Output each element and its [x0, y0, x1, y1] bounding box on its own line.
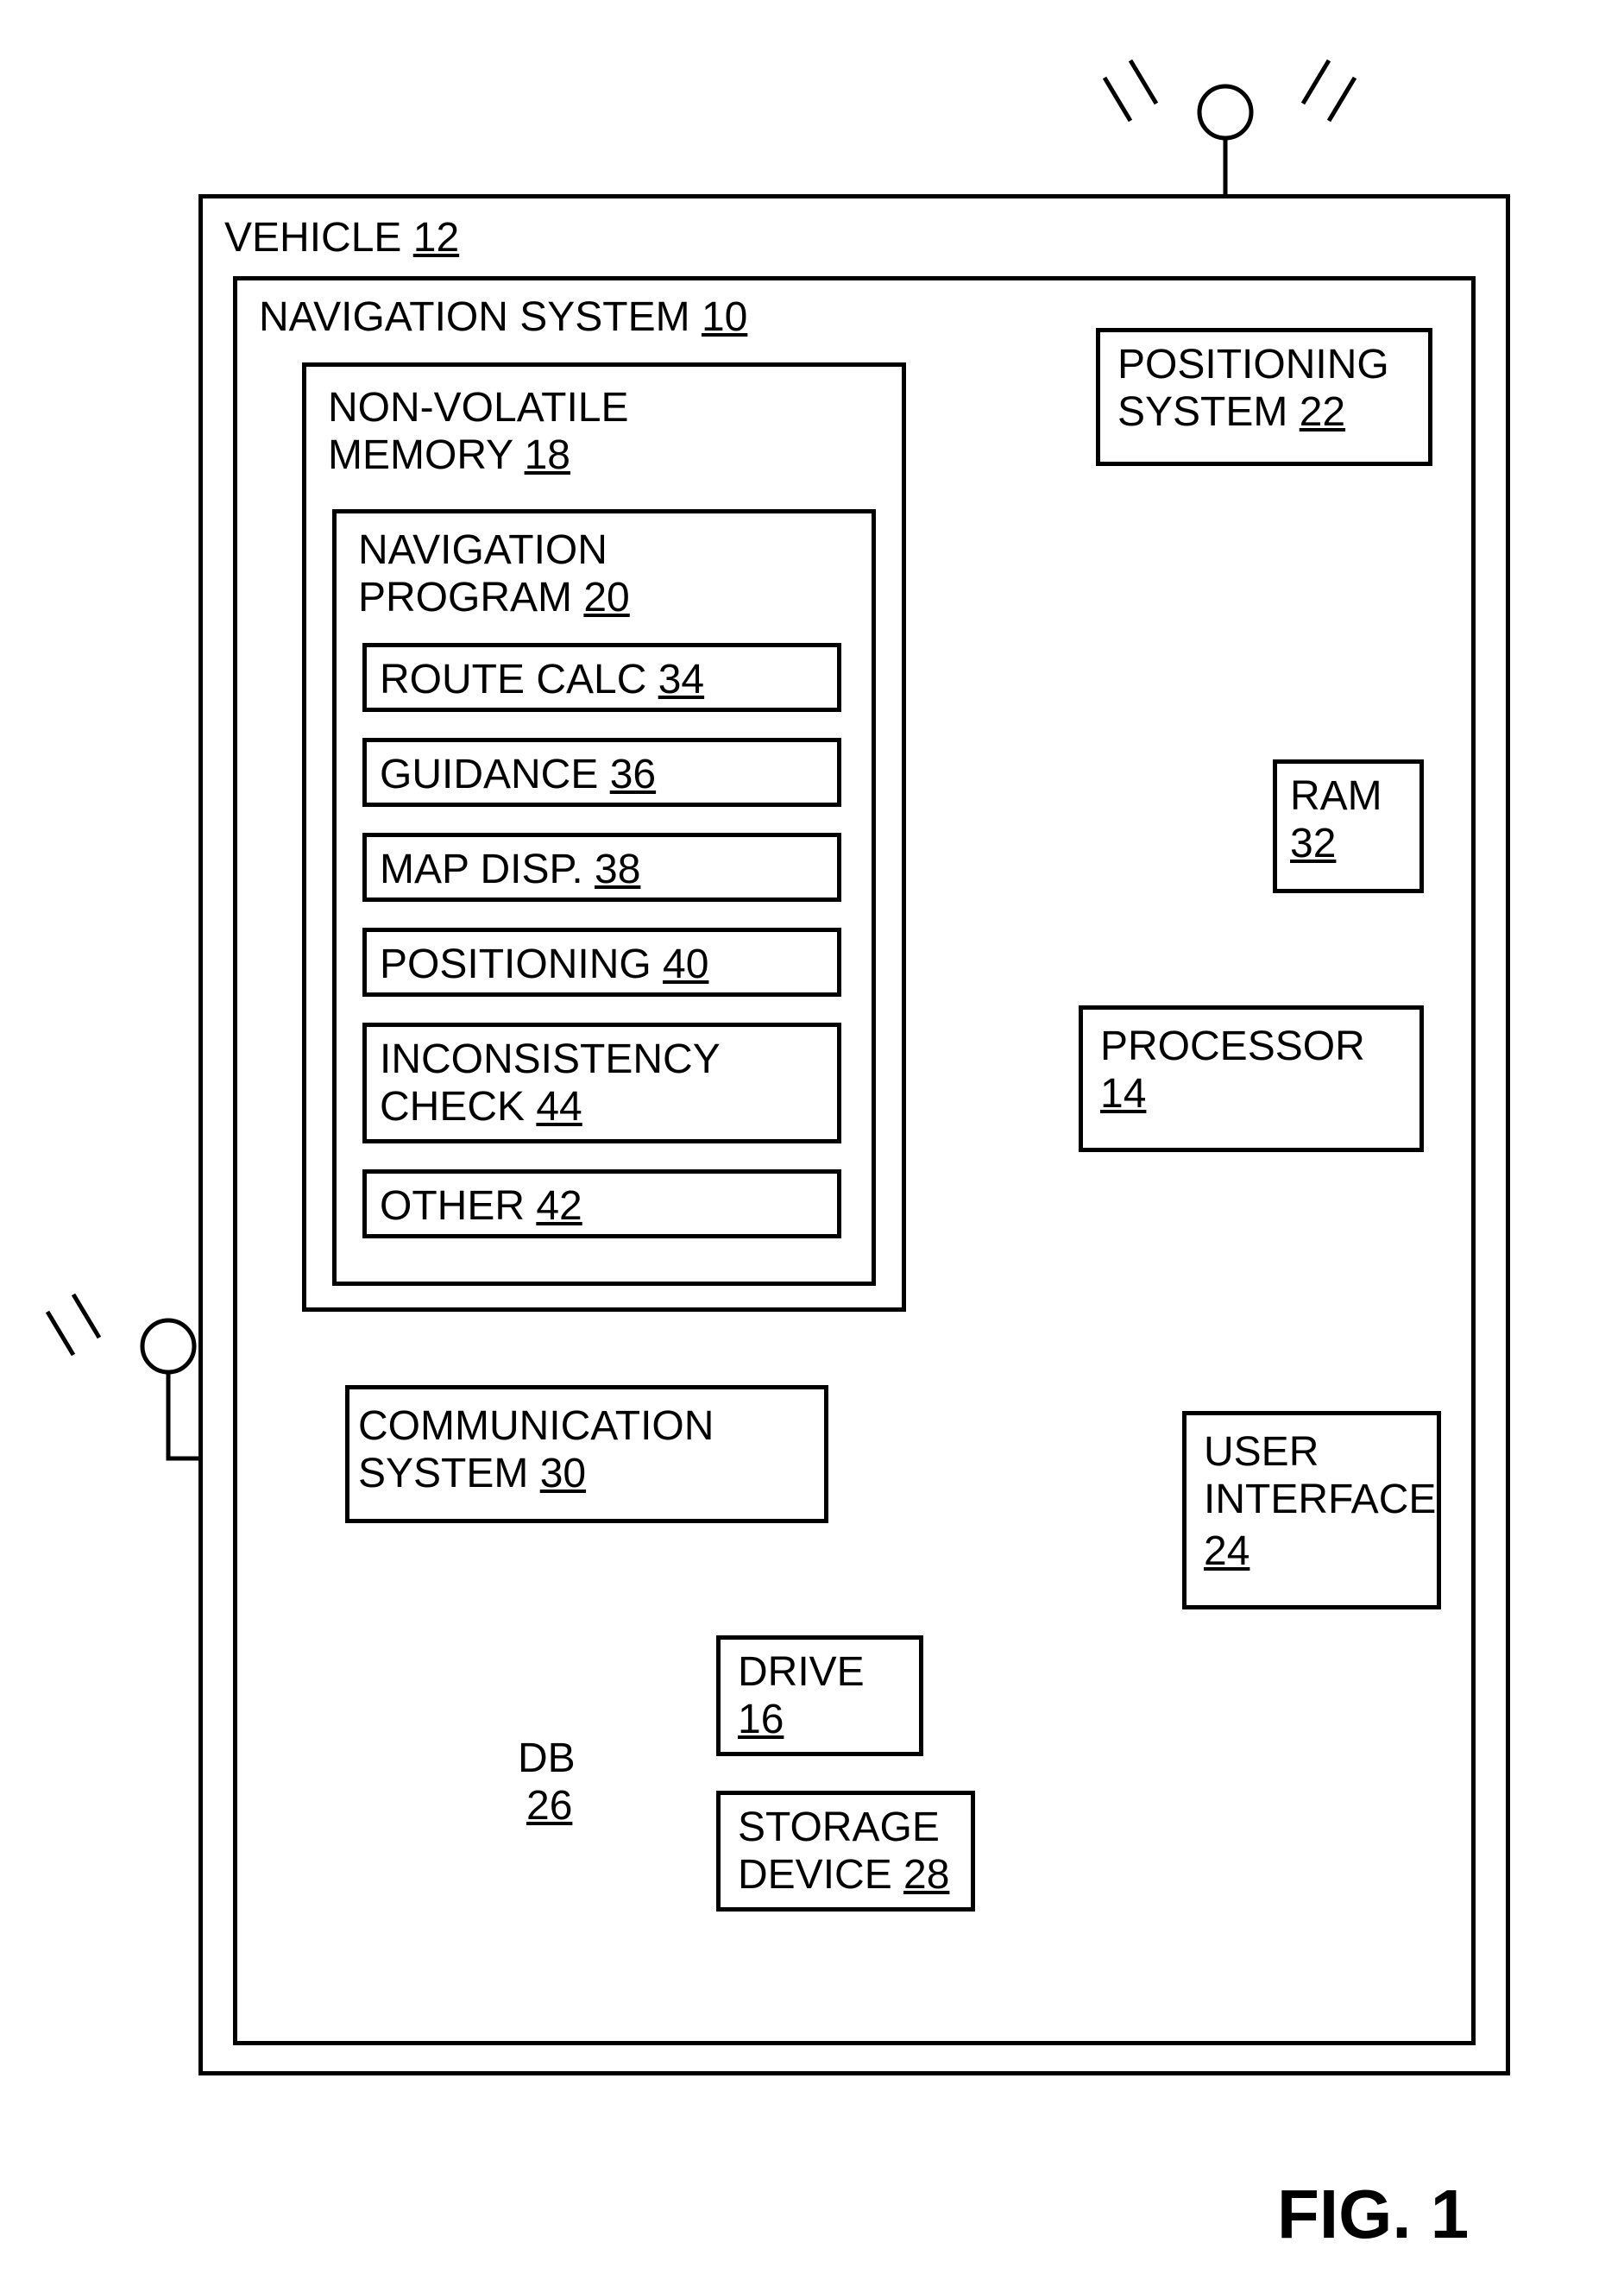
navsys-label: NAVIGATION SYSTEM 10 — [259, 293, 747, 341]
other-label: OTHER 42 — [380, 1182, 582, 1230]
vehicle-label: VEHICLE 12 — [224, 214, 459, 261]
db-label: DB — [518, 1735, 576, 1782]
db-ref: 26 — [526, 1782, 572, 1830]
drive-label: DRIVE — [738, 1648, 865, 1696]
userif-label: USER INTERFACE — [1204, 1428, 1436, 1523]
nvmem-label: NON-VOLATILE MEMORY 18 — [328, 384, 629, 479]
figure-label: FIG. 1 — [1277, 2175, 1469, 2254]
processor-label: PROCESSOR — [1100, 1023, 1365, 1070]
ram-label: RAM — [1290, 772, 1382, 820]
storage-label: STORAGE DEVICE 28 — [738, 1804, 949, 1899]
comm-label: COMMUNICATION SYSTEM 30 — [358, 1402, 714, 1497]
routecalc-label: ROUTE CALC 34 — [380, 656, 704, 703]
navprog-label: NAVIGATION PROGRAM 20 — [358, 526, 630, 621]
positioning-label: POSITIONING 40 — [380, 941, 708, 988]
inconsist-label: INCONSISTENCY CHECK 44 — [380, 1036, 721, 1131]
possys-label: POSITIONING SYSTEM 22 — [1117, 341, 1389, 436]
userif-ref: 24 — [1204, 1527, 1249, 1575]
drive-ref: 16 — [738, 1696, 784, 1743]
guidance-label: GUIDANCE 36 — [380, 751, 656, 798]
ram-ref: 32 — [1290, 820, 1336, 867]
mapdisp-label: MAP DISP. 38 — [380, 846, 640, 893]
processor-ref: 14 — [1100, 1070, 1146, 1118]
